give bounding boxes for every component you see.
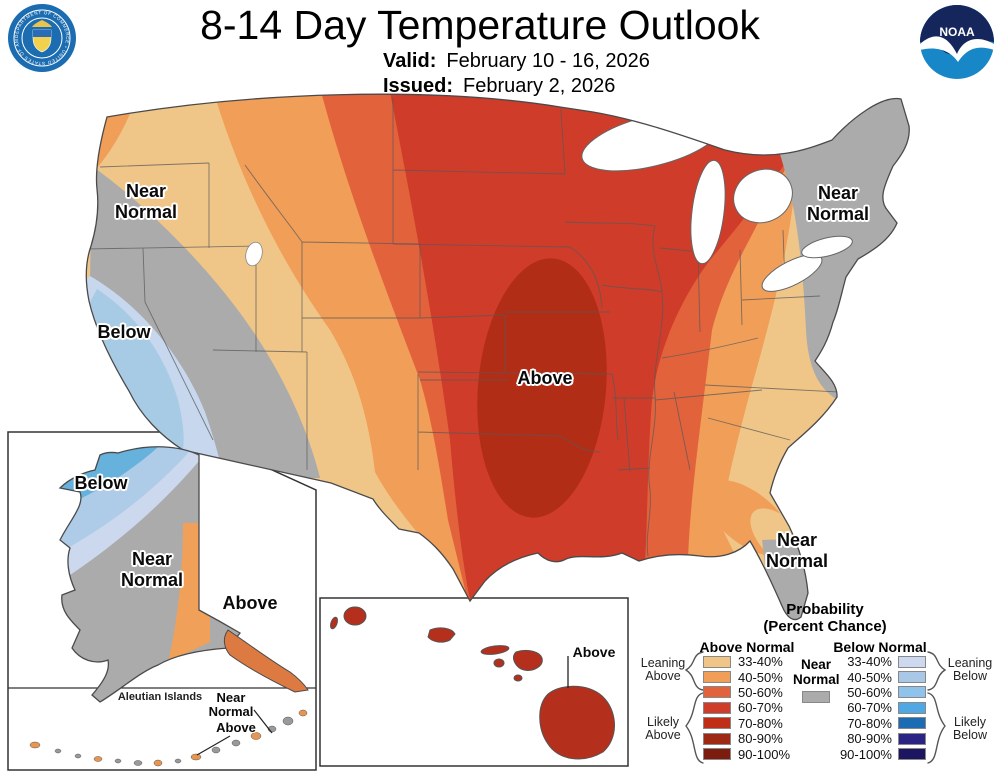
legend-below-column: 33-40% 40-50% 50-60% 60-70% 70-80% 80-90… (834, 654, 926, 762)
range-label: 50-60% (738, 684, 783, 700)
legend-below-row: 80-90% (834, 731, 926, 746)
conus-bands (86, 94, 910, 620)
label-alaska-near-normal: Near Normal (120, 549, 183, 590)
noaa-logo-text: NOAA (939, 25, 975, 39)
legend-braces (684, 651, 947, 764)
below-swatch-70-80 (898, 717, 926, 730)
legend-title: Probability (Percent Chance) (763, 601, 887, 635)
label-hawaii-above: Above (572, 644, 616, 660)
legend-below-row: 70-80% (834, 716, 926, 731)
below-swatch-50-60 (898, 686, 926, 699)
legend-above-row: 90-100% (703, 746, 791, 762)
legend-group-leaning-below: Leaning Below (947, 656, 993, 683)
legend-below-row: 33-40% (834, 654, 926, 669)
legend-group-leaning-above: Leaning Above (640, 656, 686, 683)
below-swatch-90-100 (898, 748, 926, 761)
above-swatch-40-50 (703, 671, 731, 684)
label-west-near-normal: Near Normal (114, 181, 177, 222)
legend-below-header: Below Normal (833, 639, 927, 655)
legend-above-row: 80-90% (703, 731, 790, 746)
band-above-70-80-core (477, 258, 607, 518)
alaska-outline (58, 446, 241, 703)
label-alaska-below: Below (74, 473, 128, 493)
range-label: 33-40% (847, 654, 892, 670)
range-label: 70-80% (738, 715, 783, 731)
noaa-logo (920, 5, 994, 79)
above-swatch-90-100 (703, 748, 731, 761)
label-aleutian-near-normal: Near Normal (208, 690, 254, 719)
legend-below-row: 50-60% (834, 685, 926, 700)
label-aleutian-above: Above (216, 720, 256, 735)
label-california-below: Below (97, 322, 151, 342)
valid-value: February 10 - 16, 2026 (446, 50, 650, 72)
below-swatch-60-70 (898, 701, 926, 714)
great-salt-lake (245, 241, 263, 267)
likely-above-brace (685, 692, 704, 764)
range-label: 90-100% (839, 746, 892, 762)
range-label: 60-70% (738, 700, 783, 716)
legend-above-header: Above Normal (699, 639, 795, 655)
label-northeast-near-normal: Near Normal (806, 183, 869, 224)
range-label: 90-100% (738, 746, 791, 762)
band-near-normal-west (90, 166, 320, 478)
legend-below-row: 40-50% (834, 669, 926, 685)
above-swatch-33-40 (703, 655, 731, 668)
range-label: 70-80% (847, 715, 892, 731)
below-swatch-80-90 (898, 732, 926, 745)
legend-below-row: 60-70% (834, 700, 926, 715)
legend-below-row: 90-100% (834, 746, 926, 762)
label-florida-near-normal: Near Normal (765, 530, 828, 571)
legend-above-column: 33-40% 40-50% 50-60% 60-70% 70-80% 80-90… (703, 654, 790, 762)
above-swatch-70-80 (703, 717, 731, 730)
department-of-commerce-logo: DEPARTMENT OF COMMERCE • UNITED STATES O… (0, 0, 76, 72)
above-swatch-50-60 (703, 686, 731, 699)
legend-above-row: 70-80% (703, 716, 790, 731)
range-label: 60-70% (847, 700, 892, 716)
label-center-above: Above (517, 368, 573, 388)
label-alaska-above: Above (222, 593, 278, 613)
valid-line: Valid: February 10 - 16, 2026 (383, 50, 650, 73)
leaning-above-brace (684, 651, 704, 691)
below-swatch-40-50 (898, 671, 926, 684)
page-title: 8-14 Day Temperature Outlook (200, 2, 760, 48)
range-label: 33-40% (738, 654, 783, 670)
hawaii-islands (330, 606, 615, 760)
label-aleutian-islands: Aleutian Islands (117, 691, 203, 703)
valid-label: Valid: (383, 50, 437, 72)
legend-near-normal: Near Normal (793, 657, 840, 687)
legend-above-row: 50-60% (703, 685, 790, 700)
range-label: 80-90% (738, 731, 783, 747)
above-swatch-80-90 (703, 732, 731, 745)
aleutian-above-pointer-line (196, 735, 231, 756)
issued-label: Issued: (383, 75, 454, 97)
issued-value: February 2, 2026 (463, 75, 616, 97)
legend-group-likely-above: Likely Above (645, 715, 681, 742)
likely-below-brace (927, 692, 946, 764)
legend-above-row: 40-50% (703, 669, 790, 685)
above-swatch-60-70 (703, 701, 731, 714)
range-label: 80-90% (847, 731, 892, 747)
legend-above-row: 60-70% (703, 700, 790, 715)
legend-above-row: 33-40% (703, 654, 790, 669)
range-label: 50-60% (847, 684, 892, 700)
near-normal-swatch (802, 691, 830, 703)
conus-outline (85, 93, 910, 621)
aleutian-near-normal-pointer-line (253, 709, 273, 734)
aleutian-islands (29, 709, 308, 767)
state-borders (86, 95, 839, 557)
issued-line: Issued: February 2, 2026 (383, 75, 615, 98)
below-swatch-33-40 (898, 655, 926, 668)
range-label: 40-50% (847, 669, 892, 685)
range-label: 40-50% (738, 669, 783, 685)
alaska-panhandle (223, 629, 309, 693)
leaning-below-brace (927, 651, 947, 691)
legend-group-likely-below: Likely Below (952, 715, 988, 742)
